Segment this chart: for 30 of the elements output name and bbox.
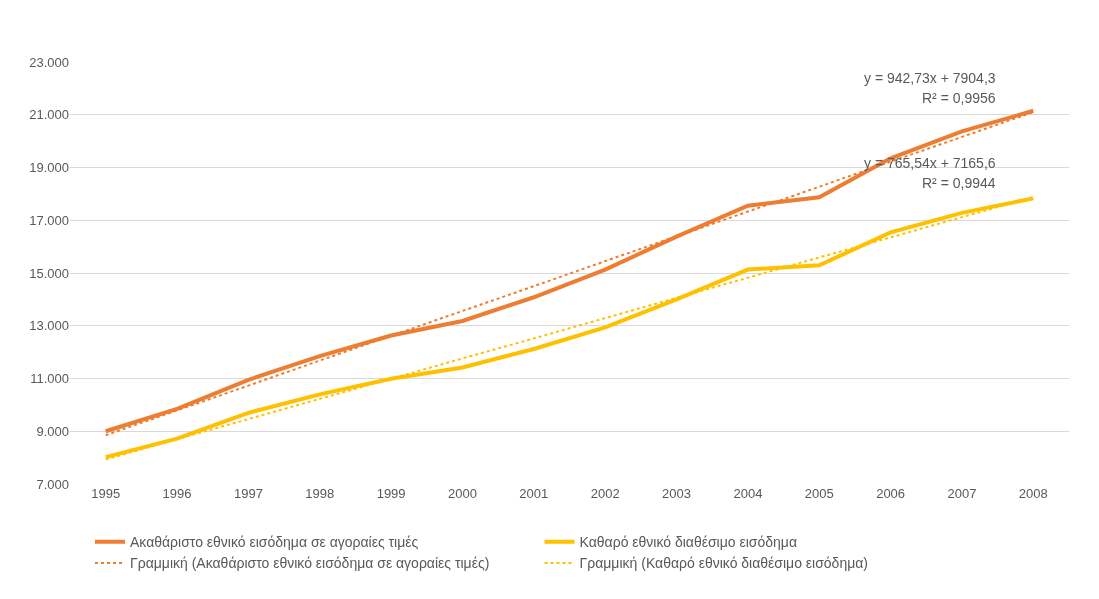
annotation: R² = 0,9944: [922, 175, 996, 191]
x-tick-label: 2001: [519, 486, 549, 501]
y-tick-label: 21.000: [29, 107, 69, 123]
y-tick-label: 23.000: [29, 54, 69, 70]
x-tick-label: 1995: [91, 486, 121, 501]
y-tick-label: 7.000: [36, 476, 69, 492]
annotation: R² = 0,9956: [922, 90, 996, 106]
y-tick-label: 17.000: [29, 212, 69, 228]
y-tick-label: 9.000: [36, 423, 69, 439]
legend-label: Καθαρό εθνικό διαθέσιμο εισόδημα: [579, 534, 797, 551]
x-tick-label: 2007: [947, 486, 977, 501]
x-tick-label: 2008: [1018, 486, 1048, 501]
x-tick-label: 2003: [662, 486, 691, 501]
annotation: y = 942,73x + 7904,3: [864, 70, 996, 86]
y-tick-label: 13.000: [29, 318, 69, 334]
x-tick-label: 2006: [876, 486, 906, 501]
legend-label: Ακαθάριστο εθνικό εισόδημα σε αγοραίες τιμές: [129, 534, 419, 551]
x-tick-label: 1997: [233, 486, 263, 501]
x-tick-label: 1996: [162, 486, 192, 501]
x-tick-label: 2004: [733, 486, 763, 501]
legend-label: Γραμμική (Καθαρό εθνικό διαθέσιμο εισόδημα): [579, 555, 869, 572]
y-tick-label: 19.000: [29, 160, 69, 176]
x-tick-label: 1999: [376, 486, 406, 501]
x-tick-label: 1998: [305, 486, 335, 501]
legend-label: Γραμμική (Ακαθάριστο εθνικό εισόδημα σε αγοραίες τιμές): [129, 555, 490, 572]
y-tick-label: 11.000: [30, 371, 69, 387]
y-tick-label: 15.000: [29, 265, 69, 281]
x-tick-label: 2005: [804, 486, 834, 501]
x-tick-label: 2002: [590, 486, 620, 501]
x-tick-label: 2000: [448, 486, 477, 501]
